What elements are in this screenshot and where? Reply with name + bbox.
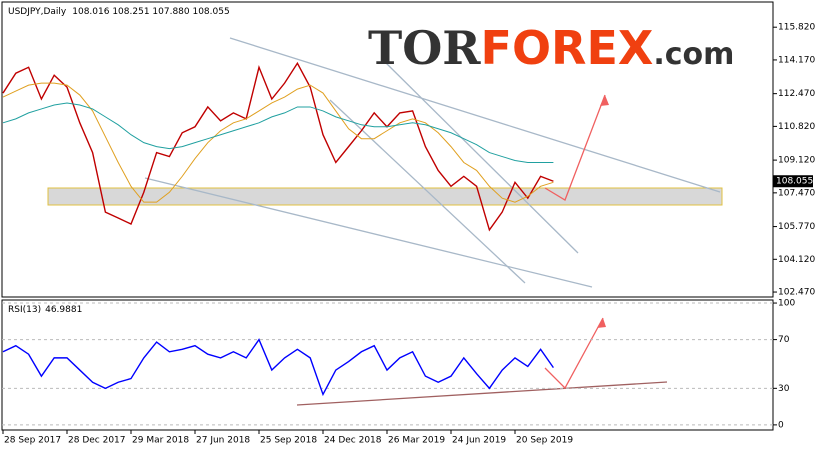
y-tick-label: 114.170	[778, 55, 815, 65]
y-tick-label: 100	[778, 299, 795, 309]
logo: TORFOREX.com	[368, 21, 734, 75]
series-line	[2, 82, 554, 203]
series-line	[2, 61, 554, 232]
series-line	[2, 338, 554, 397]
support-zone	[47, 187, 723, 206]
logo-prefix: TOR	[368, 21, 481, 75]
x-tick-label: 28 Sep 2017	[4, 436, 61, 446]
x-tick-label: 25 Sep 2018	[260, 436, 317, 446]
rsi-title: RSI(13) 46.9881	[8, 305, 82, 315]
y-tick-label: 115.820	[778, 23, 815, 33]
rsi-arrow	[544, 317, 604, 390]
y-tick-label: 0	[778, 420, 784, 430]
logo-suffix: .com	[653, 37, 734, 72]
x-tick-label: 20 Sep 2019	[516, 436, 573, 446]
channel-lines	[144, 37, 721, 288]
y-tick-label: 30	[778, 384, 790, 394]
x-tick-label: 27 Jun 2018	[196, 436, 250, 446]
arrow-head	[597, 318, 606, 328]
price-pane	[1, 1, 774, 298]
rsi-trend-line	[296, 381, 668, 406]
arrow-head	[600, 95, 609, 106]
y-tick-label: 102.470	[778, 288, 815, 298]
y-tick-label: 70	[778, 335, 790, 345]
y-tick-label: 109.120	[778, 156, 815, 166]
forecast-arrow	[544, 94, 606, 201]
y-tick-label: 105.770	[778, 222, 815, 232]
x-tick-label: 28 Dec 2017	[68, 436, 126, 446]
logo-brand: FOREX	[481, 21, 654, 75]
y-tick-label: 112.470	[778, 89, 815, 99]
x-tick-label: 29 Mar 2018	[132, 436, 189, 446]
chart-title: USDJPY,Daily 108.016 108.251 107.880 108.…	[8, 7, 230, 17]
last-price-box	[773, 175, 813, 188]
symbol: USDJPY,Daily	[8, 7, 67, 17]
y-tick-label: 107.470	[778, 188, 815, 198]
rsi-pane	[1, 299, 774, 431]
x-tick-label: 24 Jun 2019	[452, 436, 506, 446]
y-tick-label: 104.120	[778, 255, 815, 265]
x-tick-label: 24 Dec 2018	[324, 436, 382, 446]
rsi-name: RSI(13)	[8, 305, 41, 315]
quote: 108.016 108.251 107.880 108.055	[72, 7, 229, 17]
series-line	[2, 102, 554, 163]
rsi-value: 46.9881	[45, 305, 82, 315]
y-tick-label: 110.820	[778, 122, 815, 132]
x-tick-label: 26 Mar 2019	[388, 436, 445, 446]
last-price-label: 108.055	[776, 177, 813, 187]
